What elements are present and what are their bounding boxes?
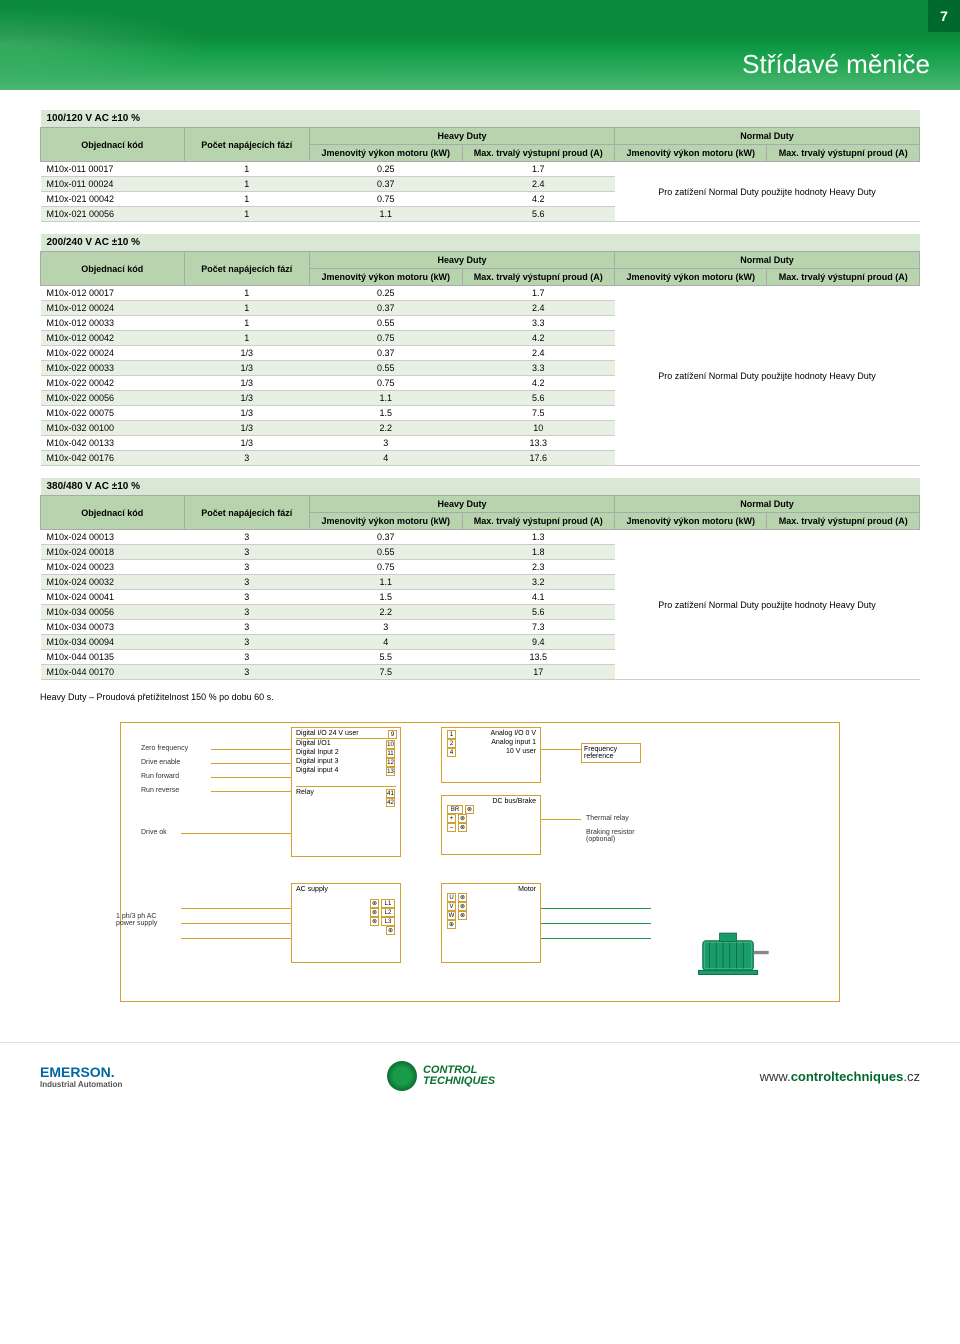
table3-title: 380/480 V AC ±10 % [41, 478, 920, 496]
col-power-h: Jmenovitý výkon motoru (kW) [310, 145, 462, 162]
ac-supply-block: AC supply ⊗L1 ⊗L2 ⊗L3 ⊕ [291, 883, 401, 963]
table2-title: 200/240 V AC ±10 % [41, 234, 920, 252]
col-phases: Počet napájecích fází [184, 128, 310, 162]
table-row: M10x-012 0001710.251.7Pro zatížení Norma… [41, 286, 920, 301]
col-power-n: Jmenovitý výkon motoru (kW) [615, 145, 767, 162]
power-supply-label: 1 ph/3 ph AC power supply [116, 913, 171, 927]
col-heavy: Heavy Duty [310, 128, 615, 145]
table-200-240v: 200/240 V AC ±10 % Objednací kód Počet n… [40, 234, 920, 466]
col-current-n: Max. trvalý výstupní proud (A) [767, 145, 920, 162]
table-380-480v: 380/480 V AC ±10 % Objednací kód Počet n… [40, 478, 920, 680]
label-drive-enable: Drive enable [141, 759, 180, 766]
header-band: 7 Střídavé měniče [0, 0, 960, 90]
digital-io-block: Digital I/O 24 V user Digital I/O110 Dig… [291, 727, 401, 857]
normal-duty-note: Pro zatížení Normal Duty použijte hodnot… [615, 162, 920, 222]
freq-ref-box: Frequency reference [581, 743, 641, 763]
motor-block: Motor U⊗ V⊗ W⊗ ⊕ [441, 883, 541, 963]
label-run-rev: Run reverse [141, 787, 179, 794]
dc-bus-block: DC bus/Brake BR⊗ +⊗ –⊗ [441, 795, 541, 855]
analog-io-block: 1Analog I/O 0 V 2Analog input 1 410 V us… [441, 727, 541, 783]
col-normal: Normal Duty [615, 128, 920, 145]
emerson-logo: EMERSON. Industrial Automation [40, 1064, 122, 1089]
motor-icon [694, 928, 779, 983]
control-techniques-logo: CONTROL TECHNIQUES [387, 1061, 495, 1091]
footnote: Heavy Duty – Proudová přetížitelnost 150… [40, 692, 920, 702]
table-100-120v: 100/120 V AC ±10 % Objednací kód Počet n… [40, 110, 920, 222]
ct-swirl-icon [387, 1061, 417, 1091]
footer-url: www.controltechniques.cz [760, 1069, 920, 1084]
normal-duty-note: Pro zatížení Normal Duty použijte hodnot… [615, 286, 920, 466]
table-row: M10x-011 0001710.251.7Pro zatížení Norma… [41, 162, 920, 177]
braking-resistor: Braking resistor (optional) [586, 829, 656, 843]
col-current-h: Max. trvalý výstupní proud (A) [462, 145, 614, 162]
page-title: Střídavé měniče [742, 49, 930, 80]
wiring-diagram: Zero frequency Drive enable Run forward … [120, 722, 840, 1002]
label-drive-ok: Drive ok [141, 829, 167, 836]
table-row: M10x-024 0001330.371.3Pro zatížení Norma… [41, 530, 920, 545]
label-zero-freq: Zero frequency [141, 745, 188, 752]
thermal-relay: Thermal relay [586, 815, 629, 822]
page-number: 7 [928, 0, 960, 32]
footer: EMERSON. Industrial Automation CONTROL T… [0, 1042, 960, 1109]
table1-title: 100/120 V AC ±10 % [41, 110, 920, 128]
label-run-fwd: Run forward [141, 773, 179, 780]
col-order: Objednací kód [41, 128, 185, 162]
normal-duty-note: Pro zatížení Normal Duty použijte hodnot… [615, 530, 920, 680]
content: 100/120 V AC ±10 % Objednací kód Počet n… [0, 90, 960, 1042]
